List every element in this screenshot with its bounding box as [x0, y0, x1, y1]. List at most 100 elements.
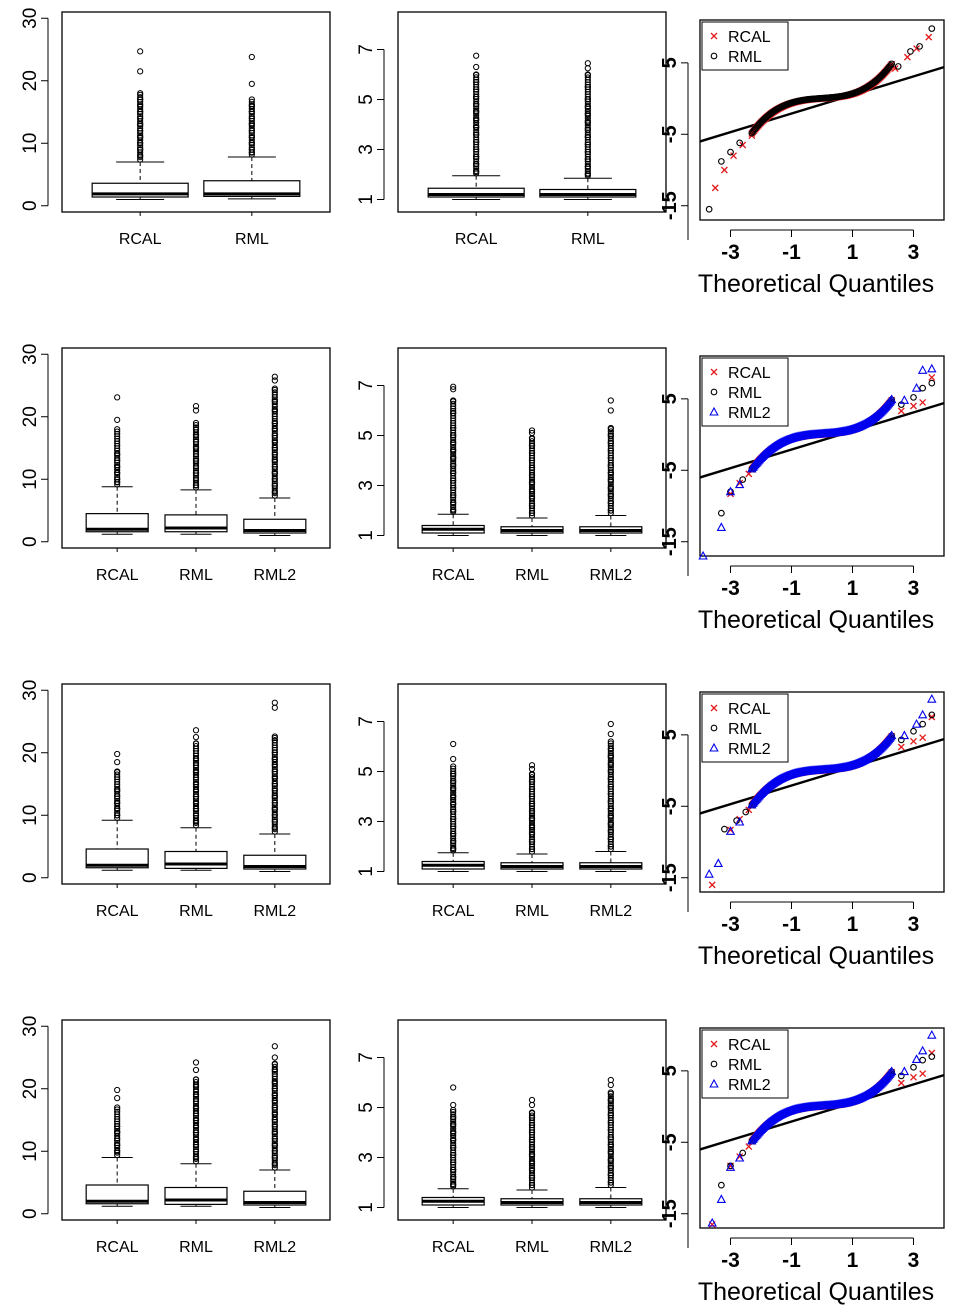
outlier-point — [450, 1114, 457, 1121]
outlier-point — [607, 1104, 614, 1111]
point-x — [710, 1040, 718, 1048]
reference-line — [699, 401, 945, 479]
outlier-point — [473, 71, 480, 78]
outlier-point — [450, 1084, 457, 1091]
outlier-point — [192, 482, 200, 489]
outlier-point — [271, 787, 278, 794]
outlier-point — [473, 168, 480, 176]
outlier-point — [192, 774, 200, 781]
outlier-point — [528, 429, 536, 437]
series-RML2 — [707, 1029, 937, 1227]
outlier-point — [114, 1123, 121, 1130]
reference-line — [699, 737, 945, 815]
legend-label: RCAL — [728, 701, 771, 718]
outlier-point — [450, 793, 457, 800]
outlier-point — [607, 499, 614, 507]
qq-panel-11: -3 -1 1 3 Theoretical Quantiles -15 -5 5 RCAL RML… — [659, 1027, 945, 1306]
outlier-point — [528, 509, 536, 517]
outlier-point — [192, 727, 200, 734]
outlier-point — [271, 444, 278, 452]
point-x — [913, 45, 921, 53]
outlier-point — [271, 1141, 278, 1149]
y-tick-label: 3 — [356, 480, 377, 491]
y-tick-label: -15 — [659, 863, 681, 892]
outlier-point — [607, 1081, 614, 1089]
outlier-point — [528, 1144, 536, 1151]
outlier-point — [607, 484, 614, 492]
plot-frame — [699, 19, 945, 221]
point-x — [919, 398, 927, 406]
outlier-point — [114, 799, 121, 806]
point-triangle — [704, 868, 714, 878]
outlier-point — [584, 111, 591, 118]
outlier-point — [271, 419, 278, 427]
point-x — [730, 152, 738, 160]
outlier-point — [584, 171, 591, 178]
outlier-point — [192, 1091, 200, 1099]
point-triangle — [917, 709, 928, 719]
outlier-point — [607, 843, 614, 850]
outlier-point — [114, 793, 121, 800]
outlier-point — [607, 738, 614, 745]
outlier-point — [192, 768, 200, 775]
point-o — [717, 158, 725, 165]
outlier-point — [192, 812, 200, 819]
outlier-point — [450, 499, 457, 507]
outlier-point — [137, 68, 144, 75]
outlier-point — [114, 1106, 121, 1113]
category-label: RCAL — [96, 903, 139, 920]
category-label: RML2 — [589, 1239, 632, 1256]
outlier-point — [473, 78, 480, 86]
outlier-point — [607, 1149, 614, 1156]
category-label: RML — [515, 567, 549, 584]
y-tick-label: -5 — [659, 125, 681, 143]
outlier-point — [192, 1082, 200, 1089]
category-label: RML — [515, 1239, 549, 1256]
outlier-point — [137, 94, 144, 101]
outlier-point — [607, 1171, 614, 1179]
outlier-point — [607, 745, 614, 753]
y-tick-label: 1 — [356, 530, 377, 541]
point-x — [739, 141, 747, 149]
point-triangle — [911, 718, 922, 728]
category-label: RCAL — [455, 231, 498, 248]
outlier-point — [607, 397, 614, 404]
outlier-point — [114, 1135, 121, 1142]
outlier-point — [450, 1129, 457, 1136]
point-triangle — [886, 1066, 897, 1076]
outlier-point — [271, 1043, 278, 1050]
point-o — [705, 205, 713, 213]
outlier-point — [528, 1121, 536, 1129]
outlier-point — [607, 783, 614, 790]
outlier-point — [584, 60, 591, 67]
outlier-point — [450, 386, 457, 393]
outlier-point — [450, 477, 457, 484]
category-label: RML — [179, 567, 213, 584]
outlier-point — [192, 432, 200, 439]
outlier-point — [248, 102, 255, 109]
y-tick-label: 1 — [356, 1202, 377, 1213]
x-axis-label: Theoretical Quantiles — [698, 942, 934, 970]
point-triangle — [911, 382, 922, 392]
category-label: RCAL — [432, 567, 475, 584]
point-x — [720, 166, 728, 174]
outlier-point — [271, 488, 278, 495]
outlier-point — [473, 146, 480, 153]
outlier-point — [607, 768, 614, 775]
outlier-point — [192, 457, 200, 464]
outlier-point — [271, 824, 278, 831]
outlier-point — [192, 419, 200, 427]
outlier-point — [607, 424, 614, 432]
y-tick-label: 30 — [20, 1016, 41, 1037]
outlier-point — [584, 118, 591, 126]
outlier-point — [607, 1089, 614, 1096]
outlier-point — [192, 1066, 200, 1074]
box — [427, 187, 525, 198]
outlier-point — [584, 65, 591, 72]
series-RML — [705, 25, 936, 213]
point-x — [928, 713, 936, 721]
outlier-point — [271, 799, 278, 806]
category-label: RML2 — [589, 567, 632, 584]
point-triangle — [927, 363, 937, 373]
y-tick-label: 3 — [356, 144, 377, 155]
